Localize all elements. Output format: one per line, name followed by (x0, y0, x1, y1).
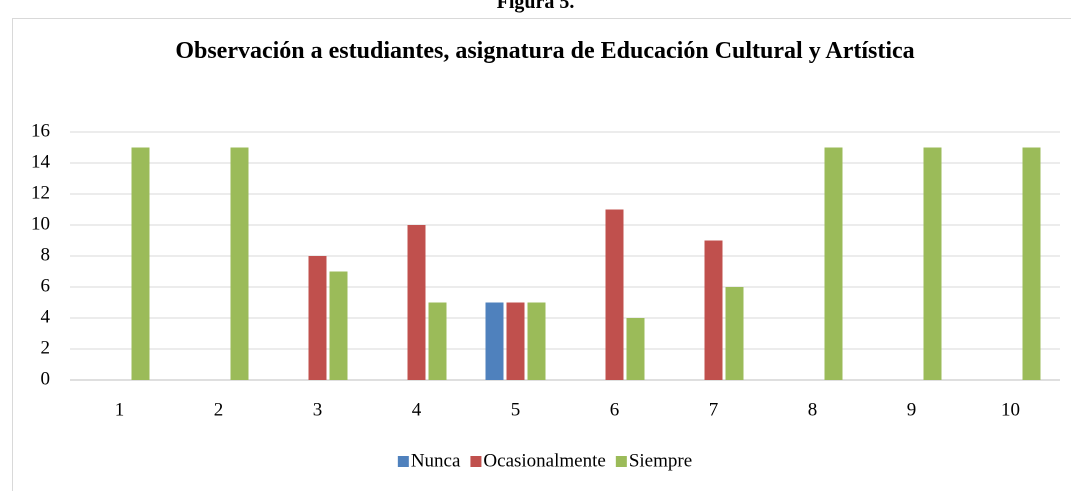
y-tick-label: 4 (41, 306, 51, 327)
y-tick-label: 0 (41, 368, 51, 389)
bar (407, 225, 426, 380)
bar (527, 302, 546, 380)
x-tick-label: 9 (907, 399, 917, 420)
x-tick-label: 6 (610, 399, 620, 420)
y-tick-label: 8 (41, 244, 51, 265)
bar (605, 209, 624, 380)
legend-label: Ocasionalmente (483, 450, 605, 471)
bar (131, 147, 150, 380)
bar (230, 147, 249, 380)
x-tick-label: 2 (214, 399, 224, 420)
bar (824, 147, 843, 380)
chart-border (12, 18, 1071, 491)
y-tick-label: 16 (31, 120, 50, 141)
bar (1022, 147, 1041, 380)
bar (506, 302, 525, 380)
bar (725, 287, 744, 380)
x-tick-label: 3 (313, 399, 323, 420)
legend-label: Siempre (629, 450, 692, 471)
y-tick-label: 10 (31, 213, 50, 234)
y-tick-label: 2 (41, 337, 51, 358)
bar (704, 240, 723, 380)
figure-caption: Figura 5. (496, 0, 575, 13)
chart-title: Observación a estudiantes, asignatura de… (175, 38, 915, 64)
x-tick-label: 4 (412, 399, 422, 420)
x-tick-label: 5 (511, 399, 521, 420)
y-tick-label: 12 (31, 182, 50, 203)
legend-swatch (397, 456, 409, 467)
y-tick-label: 14 (31, 151, 51, 172)
legend-label: Nunca (411, 450, 461, 471)
y-tick-label: 6 (41, 275, 51, 296)
legend-swatch (470, 456, 482, 467)
bar (308, 256, 327, 380)
bar (923, 147, 942, 380)
legend-swatch (615, 456, 627, 467)
x-tick-label: 7 (709, 399, 719, 420)
x-tick-label: 8 (808, 399, 818, 420)
bar (626, 318, 645, 380)
x-tick-label: 10 (1001, 399, 1020, 420)
bar (485, 302, 504, 380)
x-tick-label: 1 (115, 399, 125, 420)
bar (329, 271, 348, 380)
bar (428, 302, 447, 380)
